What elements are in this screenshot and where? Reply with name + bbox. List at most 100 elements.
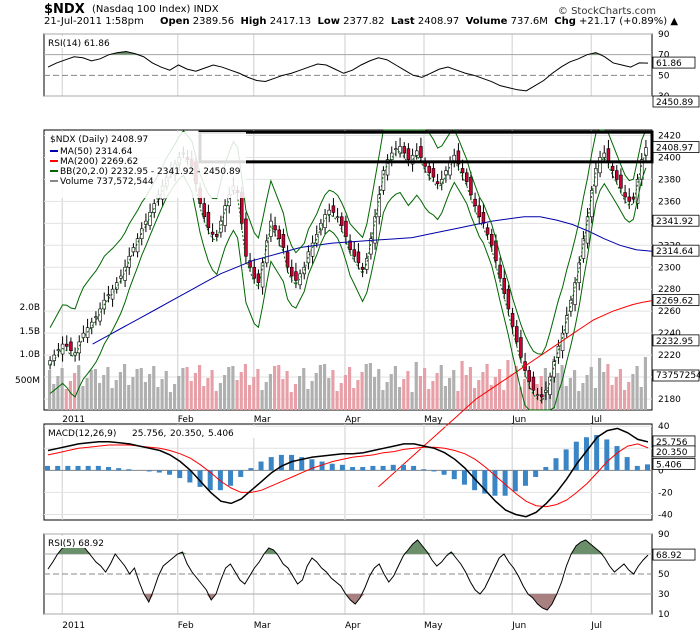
volume-bar (410, 392, 414, 410)
bb-middle-line (49, 150, 647, 402)
price-right-label: 2450.89 (656, 98, 693, 108)
volume-bar (310, 381, 314, 410)
candle-body (460, 168, 465, 174)
volume-bar (60, 368, 64, 410)
candle-body (348, 240, 352, 250)
volume-bar (114, 380, 118, 410)
candle-body (127, 255, 132, 268)
macd-histogram-bar (319, 461, 325, 471)
macd-last-label: 20.350 (656, 448, 688, 458)
candle-body (435, 181, 440, 185)
macd-histogram-bar (360, 467, 366, 471)
bottom-month-label: 2011 (62, 621, 85, 631)
candle-body (531, 376, 536, 391)
volume-bar (56, 376, 60, 410)
macd-histogram-bar (258, 461, 264, 471)
candle-body (564, 315, 569, 334)
candle-body (214, 234, 219, 237)
candle-body (73, 352, 77, 356)
candle-body (356, 251, 361, 264)
volume-bar (623, 390, 627, 410)
candle-body (219, 220, 223, 233)
price-label-box (652, 141, 700, 154)
symbol-title: $NDX (44, 2, 85, 17)
volume-bar (68, 381, 72, 410)
volume-bar (143, 382, 147, 410)
macd-last-box (652, 445, 696, 458)
volume-bar (152, 366, 156, 410)
price-tick-label: 2420 (658, 131, 681, 141)
volume-tick-label: 2.0B (20, 303, 41, 313)
macd-tick-label: -40 (658, 510, 673, 520)
volume-bar (281, 379, 285, 410)
candle-body (485, 227, 490, 235)
macd-signal-line (47, 443, 649, 508)
price-label-box (652, 214, 700, 227)
macd-histogram-bar (248, 468, 254, 471)
panel-frame-macd (43, 423, 653, 521)
volume-bar (618, 369, 622, 410)
macd-last-box (652, 457, 696, 470)
volume-bar (518, 387, 522, 410)
volume-bar (431, 381, 435, 410)
price-tick-label: 2180 (658, 395, 681, 405)
macd-last-label: 5.406 (656, 460, 682, 470)
price-tick-label: 2260 (658, 307, 681, 317)
macd-tick-label: 40 (658, 422, 670, 432)
macd-histogram-bar (583, 437, 589, 471)
candle-body (519, 337, 523, 358)
volume-bar (273, 366, 277, 410)
candle-body (64, 343, 69, 347)
rsi14-tick-label: 90 (658, 30, 670, 40)
volume-bar (73, 373, 77, 410)
volume-bar (106, 367, 110, 410)
macd-histogram-bar (553, 458, 559, 471)
macd-histogram-bar (309, 459, 315, 471)
rsi5-title-bg (46, 536, 136, 548)
price-title: $NDX (Daily) 2408.97 (50, 135, 148, 145)
bottom-month-label: May (424, 621, 443, 631)
candle-body (264, 240, 269, 264)
price-tick-label: 2300 (658, 263, 681, 273)
candle-body (344, 220, 348, 237)
macd-histogram-bar (217, 470, 223, 491)
rsi5-last-label: 68.92 (656, 551, 682, 561)
volume-bar (356, 380, 360, 410)
volume-bar (214, 391, 218, 410)
candle-body (281, 234, 286, 248)
macd-histogram-bar (533, 470, 539, 477)
volume-bar (335, 391, 339, 410)
candle-body (456, 150, 461, 165)
price-tick-label: 2380 (658, 175, 681, 185)
volume-bar (123, 364, 127, 410)
volume-bar (631, 374, 635, 410)
volume-bar (506, 360, 510, 410)
volume-bar (548, 389, 552, 410)
volume-bar (377, 369, 381, 410)
volume-bar (527, 371, 531, 410)
volume-bar (456, 391, 460, 410)
candle-body (252, 266, 257, 279)
rsi14-title-bg (46, 36, 158, 48)
macd-histogram-bar (411, 465, 417, 471)
macd-line (47, 427, 649, 518)
volume-bar (85, 378, 89, 410)
volume-bar (448, 378, 452, 410)
volume-bar (473, 388, 477, 410)
volume-bar (202, 386, 206, 410)
macd-histogram-bar (197, 470, 203, 487)
volume-bar (635, 366, 639, 410)
volume-bar (477, 380, 481, 410)
volume-bar (64, 389, 68, 410)
macd-histogram-bar (95, 465, 101, 471)
volume-bar (181, 368, 185, 410)
candle-body (569, 299, 573, 312)
macd-legend-value: 20.350, (170, 429, 204, 439)
volume-bar (198, 365, 202, 410)
volume-bar (293, 384, 297, 410)
volume-bar (510, 374, 514, 410)
macd-histogram-bar (563, 449, 569, 471)
macd-tick-label: -20 (658, 488, 673, 498)
macd-histogram-bar (370, 465, 376, 471)
volume-bar (593, 388, 597, 410)
